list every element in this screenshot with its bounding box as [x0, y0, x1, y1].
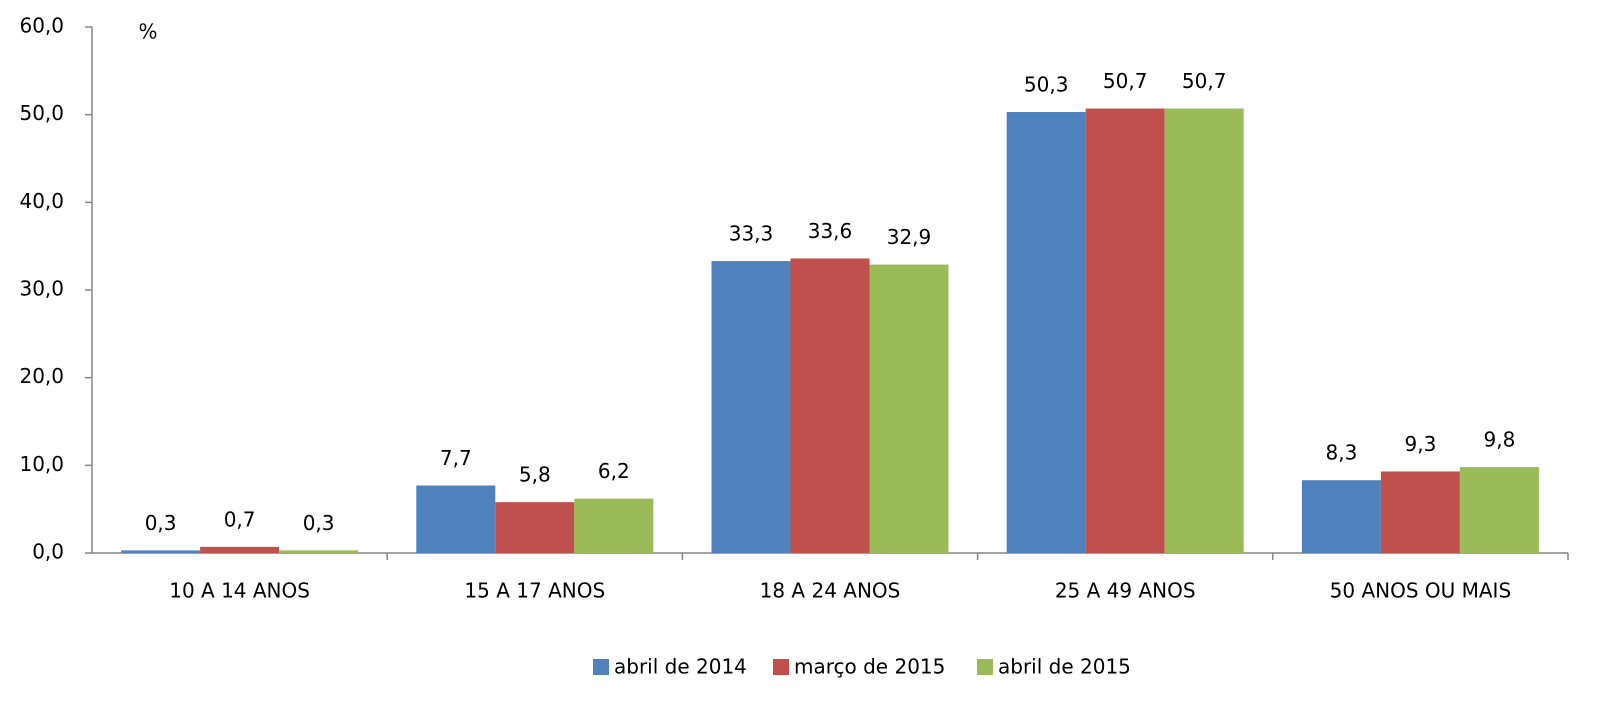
y-tick-label: 0,0	[32, 540, 64, 564]
bar	[1459, 467, 1539, 553]
value-label: 6,2	[598, 459, 630, 483]
value-label: 50,7	[1103, 69, 1148, 93]
x-tick-label: 25 A 49 ANOS	[1055, 579, 1196, 603]
bar	[495, 502, 575, 553]
y-axis-label: %	[138, 20, 157, 44]
bar	[711, 261, 791, 553]
legend-swatch	[773, 659, 789, 675]
value-label: 32,9	[887, 225, 932, 249]
x-tick-label: 10 A 14 ANOS	[169, 579, 310, 603]
bar	[1006, 112, 1086, 553]
legend-label: abril de 2014	[614, 655, 747, 679]
legend-label: março de 2015	[794, 655, 945, 679]
value-label: 0,3	[145, 511, 177, 535]
value-label: 9,3	[1404, 432, 1436, 456]
x-tick-label: 50 ANOS OU MAIS	[1330, 579, 1512, 603]
legend-label: abril de 2015	[998, 655, 1131, 679]
bar	[1085, 108, 1165, 553]
bar	[200, 546, 280, 553]
legend-swatch	[593, 659, 609, 675]
legend-swatch	[977, 659, 993, 675]
bar	[1380, 471, 1460, 553]
y-tick-label: 20,0	[19, 364, 64, 388]
bar	[574, 498, 654, 553]
bar	[790, 258, 870, 553]
value-label: 33,3	[729, 222, 774, 246]
bar	[869, 264, 949, 553]
bar	[1164, 108, 1244, 553]
value-label: 33,6	[808, 219, 853, 243]
value-label: 9,8	[1483, 428, 1515, 452]
value-label: 0,7	[224, 507, 256, 531]
y-tick-label: 10,0	[19, 452, 64, 476]
bar	[121, 550, 201, 553]
y-tick-label: 50,0	[19, 101, 64, 125]
x-tick-label: 15 A 17 ANOS	[464, 579, 605, 603]
bar	[1301, 480, 1381, 553]
y-tick-label: 60,0	[19, 14, 64, 38]
value-label: 5,8	[519, 463, 551, 487]
value-label: 50,7	[1182, 69, 1227, 93]
value-label: 0,3	[303, 511, 335, 535]
y-tick-label: 40,0	[19, 189, 64, 213]
bar	[416, 485, 496, 553]
bar	[279, 550, 359, 553]
value-label: 8,3	[1325, 441, 1357, 465]
value-label: 7,7	[440, 446, 472, 470]
value-label: 50,3	[1024, 73, 1069, 97]
y-tick-label: 30,0	[19, 277, 64, 301]
x-tick-label: 18 A 24 ANOS	[760, 579, 901, 603]
